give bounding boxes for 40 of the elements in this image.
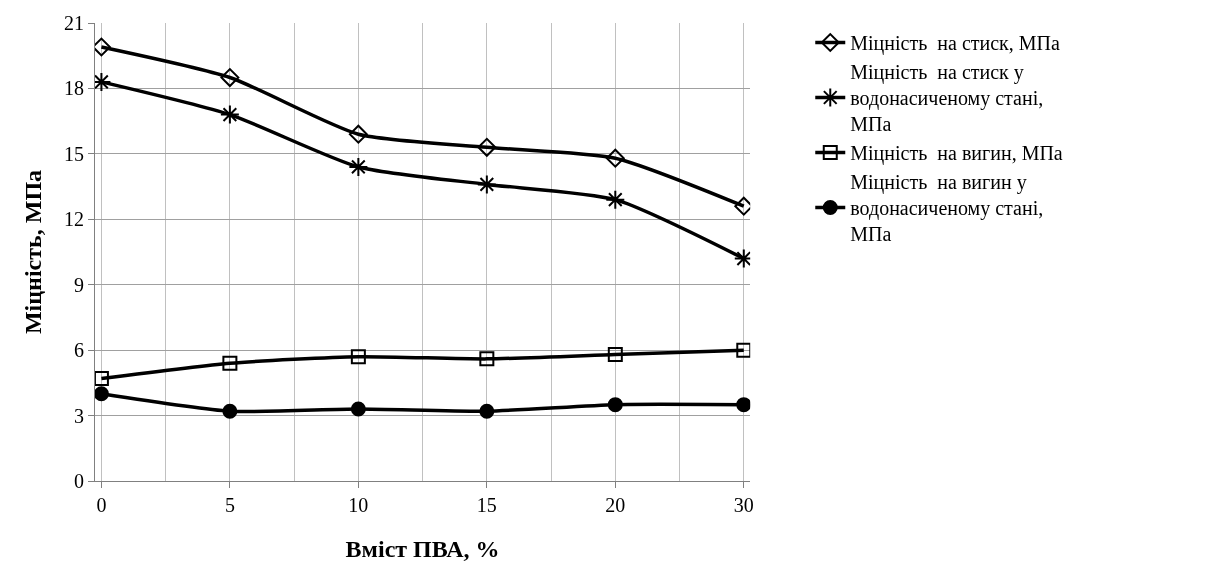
point: [350, 401, 366, 417]
legend-label: Міцність на вигин у водонасиченому стані, МПа: [850, 171, 1044, 246]
point: [222, 403, 238, 419]
x-tick-label: 30: [733, 494, 754, 516]
y-tick-label: 18: [64, 77, 84, 100]
y-tick-label: 21: [64, 12, 84, 34]
y-tick-label: 3: [74, 404, 84, 427]
y-tick-label: 12: [64, 208, 84, 231]
y-axis-title: Міцність, МПа: [20, 169, 47, 335]
y-tick-label: 6: [74, 339, 84, 362]
legend-label: Міцність на стиск, МПа: [850, 32, 1061, 56]
point: [95, 371, 109, 386]
point: [479, 403, 495, 419]
point: [348, 124, 368, 144]
point: [476, 174, 497, 195]
point: [605, 189, 626, 210]
point: [479, 351, 495, 367]
x-tick-label: 5: [224, 494, 235, 516]
x-tick-label: 20: [605, 494, 626, 516]
point: [350, 349, 366, 365]
point: [348, 156, 369, 177]
point: [605, 148, 625, 168]
point: [607, 347, 623, 362]
point: [607, 397, 623, 413]
point: [736, 397, 751, 413]
point: [736, 342, 751, 358]
point: [95, 386, 109, 402]
y-tick-label: 15: [64, 142, 84, 165]
y-tick-label: 0: [74, 470, 84, 492]
x-tick-label: 10: [348, 494, 369, 516]
y-tick-label: 9: [74, 273, 84, 296]
point: [477, 137, 497, 157]
legend-label: Міцність на стиск у водонасиченому стані, МПа: [850, 61, 1044, 136]
x-tick-label: 15: [476, 494, 497, 516]
point: [219, 104, 240, 125]
legend-label: Міцність на вигин, МПа: [850, 142, 1063, 166]
x-tick-label: 0: [96, 494, 107, 516]
point: [220, 68, 240, 87]
point: [222, 355, 238, 371]
x-axis-title: Вміст ПВА, %: [345, 536, 500, 563]
